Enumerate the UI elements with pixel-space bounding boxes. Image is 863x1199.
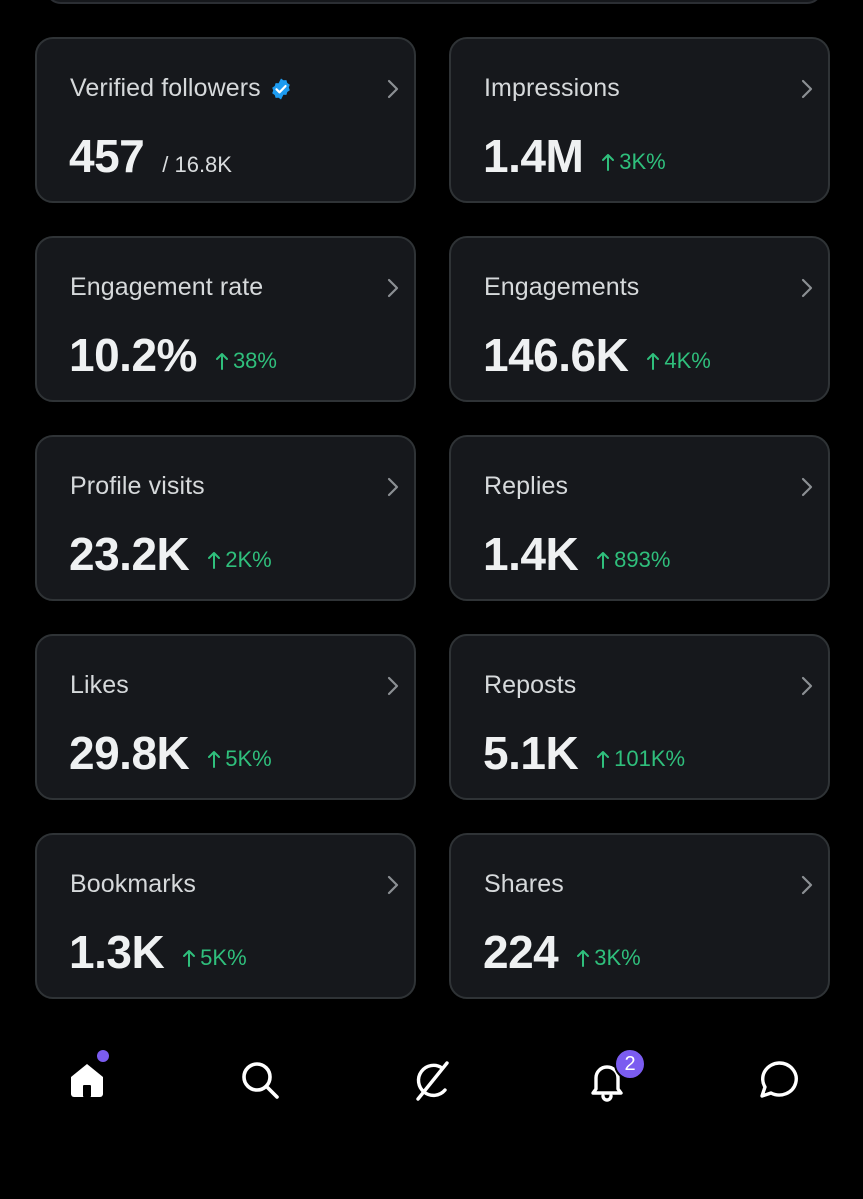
card-value: 146.6K xyxy=(483,329,629,381)
card-replies[interactable]: Replies 1.4K 893% xyxy=(449,435,830,601)
card-change: 101K% xyxy=(596,746,685,772)
card-change-value: 893% xyxy=(614,547,671,572)
nav-grok-button[interactable] xyxy=(403,1040,463,1120)
card-label: Engagement rate xyxy=(70,273,264,301)
value-row: 1.4M 3K% xyxy=(483,129,666,183)
arrow-up-icon xyxy=(215,353,228,370)
value-row: 10.2% 38% xyxy=(69,328,277,382)
card-total: / 16.8K xyxy=(162,152,232,177)
card-value: 1.4M xyxy=(483,130,584,182)
grok-icon xyxy=(416,1061,449,1101)
value-row: 1.4K 893% xyxy=(483,527,670,581)
chevron-right-icon xyxy=(801,278,813,298)
analytics-grid: Verified followers 457 / 16.8K Impressio… xyxy=(35,37,830,999)
arrow-up-icon xyxy=(208,552,221,569)
nav-search-button[interactable] xyxy=(230,1040,290,1120)
verified-badge-icon xyxy=(269,77,293,101)
arrow-up-icon xyxy=(597,552,610,569)
value-row: 146.6K 4K% xyxy=(483,328,711,382)
arrow-up-icon xyxy=(577,950,590,967)
card-value: 29.8K xyxy=(69,727,190,779)
card-change: 3K% xyxy=(576,945,641,971)
card-label: Shares xyxy=(484,870,564,898)
arrow-up-icon xyxy=(597,751,610,768)
card-change-value: 3K% xyxy=(619,149,666,174)
card-change: 5K% xyxy=(207,746,272,772)
card-value: 457 xyxy=(69,130,145,182)
card-shares[interactable]: Shares 224 3K% xyxy=(449,833,830,999)
card-change-value: 2K% xyxy=(225,547,272,572)
card-change: 4K% xyxy=(646,348,711,374)
value-row: 224 3K% xyxy=(483,925,641,979)
card-value: 23.2K xyxy=(69,528,190,580)
card-change: 893% xyxy=(596,547,670,573)
card-value: 1.4K xyxy=(483,528,579,580)
card-value: 10.2% xyxy=(69,329,197,381)
chevron-right-icon xyxy=(801,875,813,895)
card-engagements[interactable]: Engagements 146.6K 4K% xyxy=(449,236,830,402)
bottom-nav-bar: 2 xyxy=(0,1040,863,1130)
card-change: 3K% xyxy=(601,149,666,175)
chevron-right-icon xyxy=(801,676,813,696)
search-icon xyxy=(242,1062,279,1099)
chevron-right-icon xyxy=(387,278,399,298)
chevron-right-icon xyxy=(387,676,399,696)
arrow-up-icon xyxy=(183,950,196,967)
card-change: 38% xyxy=(215,348,277,374)
card-value: 1.3K xyxy=(69,926,165,978)
card-change-value: 101K% xyxy=(614,746,686,771)
value-row: 29.8K 5K% xyxy=(69,726,272,780)
card-value: 5.1K xyxy=(483,727,579,779)
chevron-right-icon xyxy=(387,875,399,895)
notification-count-badge: 2 xyxy=(614,1048,646,1080)
card-label: Bookmarks xyxy=(70,870,196,898)
home-icon xyxy=(71,1064,103,1097)
chat-bubble-icon xyxy=(760,1061,798,1098)
card-label: Verified followers xyxy=(70,74,293,103)
card-label: Reposts xyxy=(484,671,577,699)
card-impressions[interactable]: Impressions 1.4M 3K% xyxy=(449,37,830,203)
card-change-value: 3K% xyxy=(594,945,641,970)
value-row: 1.3K 5K% xyxy=(69,925,247,979)
card-change: 2K% xyxy=(207,547,272,573)
card-label-text: Verified followers xyxy=(70,74,261,102)
previous-card-edge xyxy=(45,0,823,4)
card-verified-followers[interactable]: Verified followers 457 / 16.8K xyxy=(35,37,416,203)
card-change-value: 38% xyxy=(232,348,277,373)
nav-notifications-button[interactable]: 2 xyxy=(577,1040,646,1120)
card-change-value: 5K% xyxy=(225,746,272,771)
card-label: Likes xyxy=(70,671,129,699)
arrow-up-icon xyxy=(647,353,660,370)
card-profile-visits[interactable]: Profile visits 23.2K 2K% xyxy=(35,435,416,601)
value-row: 5.1K 101K% xyxy=(483,726,685,780)
nav-messages-button[interactable] xyxy=(749,1040,809,1120)
card-label: Profile visits xyxy=(70,472,205,500)
card-label: Replies xyxy=(484,472,569,500)
card-change-value: 5K% xyxy=(200,945,247,970)
card-likes[interactable]: Likes 29.8K 5K% xyxy=(35,634,416,800)
card-change-value: 4K% xyxy=(664,348,711,373)
value-row: 23.2K 2K% xyxy=(69,527,272,581)
arrow-up-icon xyxy=(208,751,221,768)
card-label: Engagements xyxy=(484,273,640,301)
chevron-right-icon xyxy=(387,477,399,497)
bell-icon xyxy=(591,1065,623,1102)
nav-home-button[interactable] xyxy=(57,1040,117,1120)
card-change: 5K% xyxy=(182,945,247,971)
home-unread-dot xyxy=(97,1050,109,1062)
arrow-up-icon xyxy=(602,154,615,171)
card-value: 224 xyxy=(483,926,559,978)
chevron-right-icon xyxy=(387,79,399,99)
card-engagement-rate[interactable]: Engagement rate 10.2% 38% xyxy=(35,236,416,402)
value-row: 457 / 16.8K xyxy=(69,129,232,183)
card-reposts[interactable]: Reposts 5.1K 101K% xyxy=(449,634,830,800)
chevron-right-icon xyxy=(801,79,813,99)
chevron-right-icon xyxy=(801,477,813,497)
card-label: Impressions xyxy=(484,74,620,102)
card-bookmarks[interactable]: Bookmarks 1.3K 5K% xyxy=(35,833,416,999)
